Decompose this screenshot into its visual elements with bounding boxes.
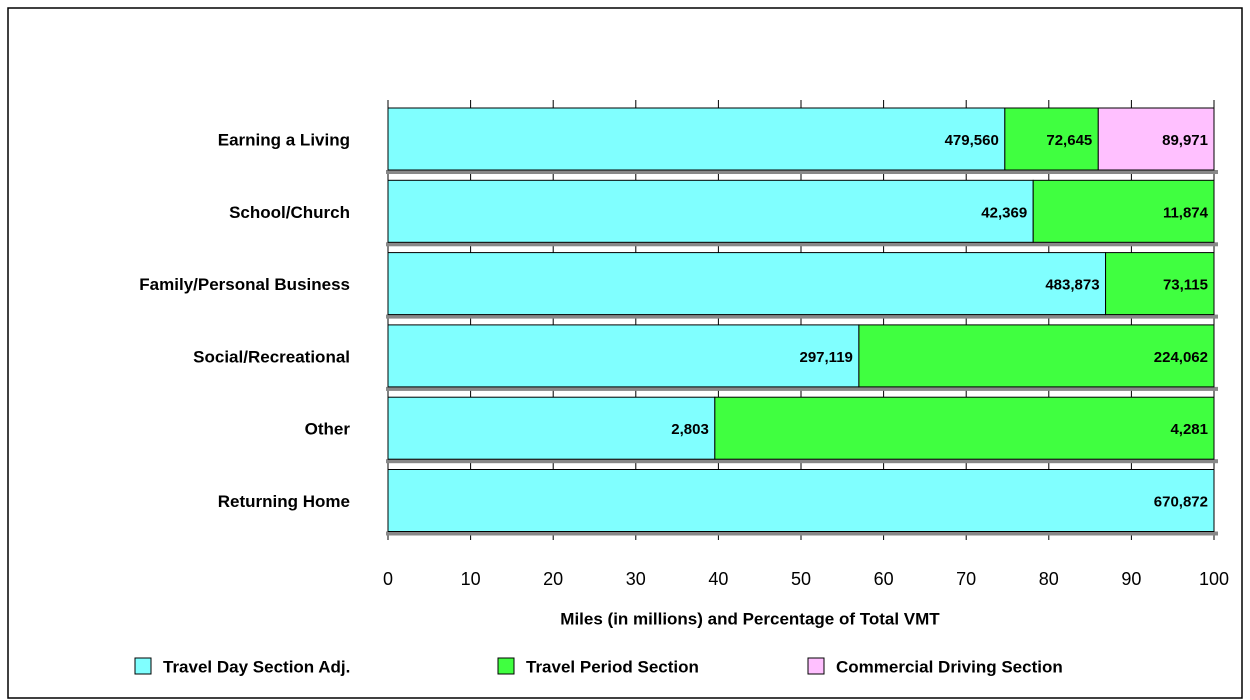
bar-segment bbox=[387, 396, 716, 460]
data-label: 11,874 bbox=[1163, 204, 1209, 221]
x-tick-label: 30 bbox=[626, 569, 646, 589]
x-tick-label: 10 bbox=[461, 569, 481, 589]
data-label: 73,115 bbox=[1163, 277, 1208, 294]
data-label: 670,872 bbox=[1154, 493, 1208, 510]
y-tick-label: Returning Home bbox=[218, 492, 350, 511]
data-label: 89,971 bbox=[1162, 132, 1208, 149]
bar-segment bbox=[387, 179, 1034, 243]
data-label: 42,369 bbox=[981, 204, 1027, 221]
y-tick-label: Social/Recreational bbox=[193, 347, 350, 366]
data-label: 224,062 bbox=[1154, 349, 1208, 366]
legend-label: Travel Period Section bbox=[526, 657, 699, 676]
bar-segment bbox=[858, 324, 1215, 388]
data-label: 297,119 bbox=[799, 349, 852, 366]
x-tick-label: 100 bbox=[1199, 569, 1229, 589]
x-tick-label: 90 bbox=[1121, 569, 1141, 589]
bar-depth bbox=[386, 459, 1218, 464]
data-label: 479,560 bbox=[945, 132, 999, 149]
y-tick-label: Family/Personal Business bbox=[139, 275, 350, 294]
x-tick-label: 0 bbox=[383, 569, 393, 589]
bar-depth bbox=[386, 314, 1218, 319]
bar-segment bbox=[387, 469, 1215, 532]
bar-depth bbox=[386, 386, 1218, 391]
legend-label: Commercial Driving Section bbox=[836, 657, 1063, 676]
bar-segment bbox=[1097, 107, 1215, 171]
y-tick-label: School/Church bbox=[229, 203, 350, 222]
bar-segment bbox=[387, 107, 1006, 171]
x-tick-label: 20 bbox=[543, 569, 563, 589]
y-tick-label: Earning a Living bbox=[218, 130, 350, 149]
legend-swatch bbox=[497, 657, 515, 675]
data-label: 2,803 bbox=[671, 421, 709, 438]
legend-swatch bbox=[807, 657, 825, 675]
bar-segment bbox=[1004, 107, 1099, 171]
y-tick-label: Other bbox=[305, 420, 351, 439]
data-label: 72,645 bbox=[1046, 132, 1092, 149]
bar-depth bbox=[386, 531, 1218, 536]
bar-depth bbox=[386, 242, 1218, 247]
bar-segment bbox=[387, 252, 1107, 316]
legend-swatch bbox=[134, 657, 152, 675]
bar-segment bbox=[1105, 252, 1215, 316]
bar-segment bbox=[387, 324, 860, 388]
data-label: 4,281 bbox=[1170, 421, 1208, 438]
x-axis-title: Miles (in millions) and Percentage of To… bbox=[560, 609, 940, 628]
x-tick-label: 40 bbox=[708, 569, 728, 589]
bar-depth bbox=[386, 170, 1218, 174]
x-tick-label: 80 bbox=[1039, 569, 1059, 589]
x-tick-label: 70 bbox=[956, 569, 976, 589]
x-tick-label: 60 bbox=[874, 569, 894, 589]
legend-label: Travel Day Section Adj. bbox=[163, 657, 350, 676]
x-tick-label: 50 bbox=[791, 569, 811, 589]
bar-segment bbox=[714, 396, 1215, 460]
data-label: 483,873 bbox=[1045, 277, 1099, 294]
bar-segment bbox=[1032, 179, 1215, 243]
